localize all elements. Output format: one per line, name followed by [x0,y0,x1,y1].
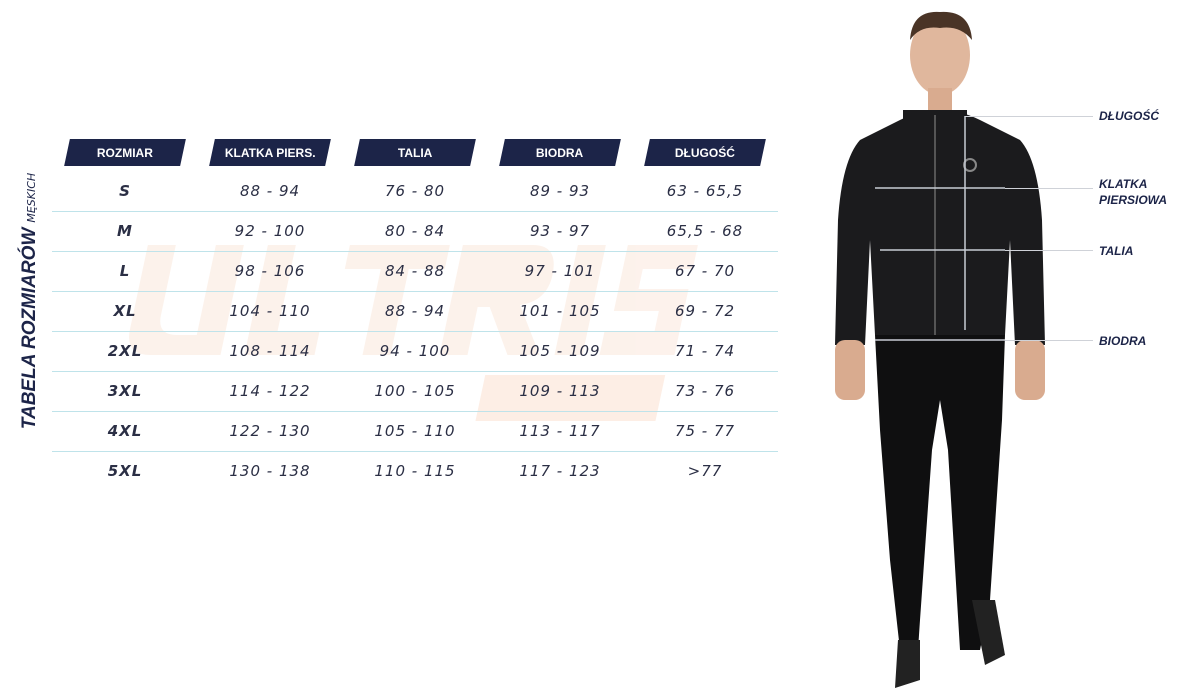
cell-waist: 110 - 115 [374,462,456,480]
cell-chest: 88 - 94 [239,182,301,200]
cell-waist: 84 - 88 [384,262,446,280]
hips-line [1005,340,1093,341]
cell-hips: 101 - 105 [519,302,601,320]
row-divider [52,331,778,332]
label-chest: KLATKA PIERSIOWA [1099,176,1167,208]
cell-length: 73 - 76 [674,382,736,400]
cell-waist: 76 - 80 [384,182,446,200]
cell-length: 63 - 65,5 [666,182,744,200]
label-hips: BIODRA [1099,334,1147,348]
label-chest-1: KLATKA [1099,177,1148,191]
label-chest-2: PIERSIOWA [1099,193,1168,207]
cell-length: 71 - 74 [674,342,736,360]
waist-line [1005,250,1093,251]
header-hips: BIODRA [499,139,621,166]
header-chest: KLATKA PIERS. [209,139,331,166]
row-divider [52,251,778,252]
cell-chest: 130 - 138 [229,462,311,480]
label-length: DŁUGOŚĆ [1099,109,1159,123]
cell-hips: 109 - 113 [519,382,601,400]
watermark-logo [129,245,698,421]
title-sub: MĘSKICH [25,172,38,223]
cell-size: 4XL [107,422,143,440]
cell-chest: 114 - 122 [229,382,311,400]
cell-hips: 117 - 123 [519,462,601,480]
cell-waist: 100 - 105 [374,382,456,400]
title-main: TABELA ROZMIARÓW [19,227,40,430]
cell-waist: 88 - 94 [384,302,446,320]
page-title: TABELA ROZMIARÓW MĘSKICH [19,161,41,441]
header-length: DŁUGOŚĆ [644,139,766,166]
row-divider [52,211,778,212]
cell-chest: 104 - 110 [229,302,311,320]
header-label: TALIA [397,145,433,160]
watermark-sport-badge [475,375,666,421]
cell-length: 65,5 - 68 [666,222,744,240]
header-label: ROZMIAR [97,145,153,160]
label-waist: TALIA [1099,244,1134,258]
cell-hips: 93 - 97 [529,222,591,240]
cell-length: 75 - 77 [674,422,736,440]
cell-hips: 113 - 117 [519,422,601,440]
cell-size: L [119,262,131,280]
cell-waist: 94 - 100 [379,342,451,360]
header-label: BIODRA [536,145,584,160]
cell-length: 67 - 70 [674,262,736,280]
cell-length: >77 [687,462,723,480]
cell-size: XL [113,302,137,320]
cell-waist: 80 - 84 [384,222,446,240]
cell-size: 3XL [107,382,143,400]
cell-size: 5XL [107,462,143,480]
row-divider [52,291,778,292]
cell-hips: 89 - 93 [529,182,591,200]
cell-size: M [117,222,133,240]
cell-length: 69 - 72 [674,302,736,320]
cell-chest: 92 - 100 [234,222,306,240]
model-figure [835,11,1045,688]
row-divider [52,371,778,372]
header-size: ROZMIAR [64,139,186,166]
row-divider [52,451,778,452]
cell-hips: 105 - 109 [519,342,601,360]
header-waist: TALIA [354,139,476,166]
cell-chest: 108 - 114 [229,342,311,360]
cell-size: S [119,182,131,200]
cell-chest: 98 - 106 [234,262,306,280]
header-label: KLATKA PIERS. [224,145,316,160]
length-line [965,116,1093,117]
cell-hips: 97 - 101 [524,262,596,280]
cell-chest: 122 - 130 [229,422,311,440]
header-label: DŁUGOŚĆ [675,145,735,160]
cell-waist: 105 - 110 [374,422,456,440]
row-divider [52,411,778,412]
cell-size: 2XL [107,342,143,360]
chest-line [1005,188,1093,189]
